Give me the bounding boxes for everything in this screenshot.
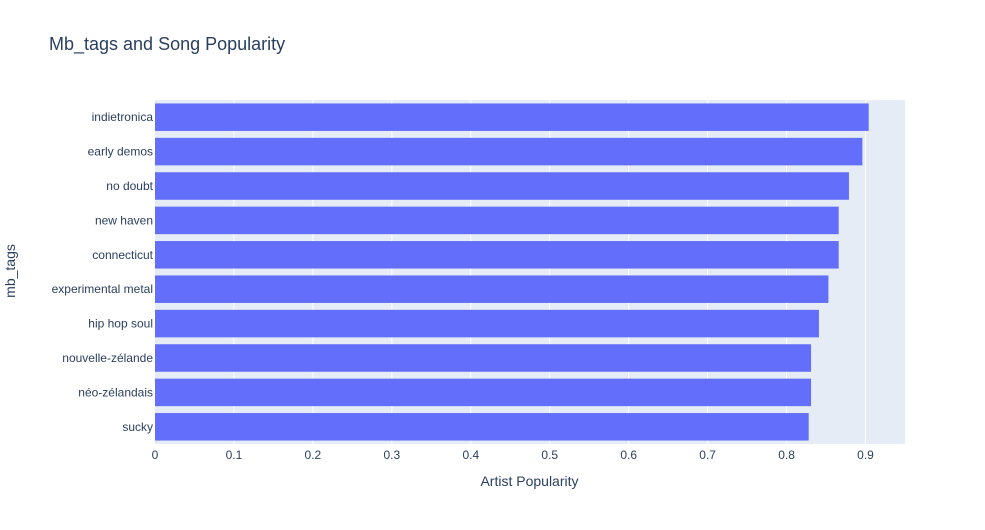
bar-experimental-metal[interactable] xyxy=(155,275,829,303)
y-tick-label: no doubt xyxy=(106,179,153,193)
y-axis-ticks: indietronica early demos no doubt new haven… xyxy=(52,110,154,434)
y-tick-label: hip hop soul xyxy=(88,317,153,331)
x-tick-label: 0.1 xyxy=(226,448,243,462)
y-tick-label: indietronica xyxy=(92,110,154,124)
y-tick-label: connecticut xyxy=(92,248,153,262)
bar-connecticut[interactable] xyxy=(155,241,839,269)
bar-nouvelle-zélande[interactable] xyxy=(155,344,812,372)
x-tick-label: 0.9 xyxy=(857,448,874,462)
bar-néo-zélandais[interactable] xyxy=(155,378,812,407)
bar-early-demos[interactable] xyxy=(155,137,863,166)
bar-sucky[interactable] xyxy=(155,413,809,441)
x-tick-label: 0.4 xyxy=(462,448,479,462)
y-tick-label: sucky xyxy=(122,420,153,434)
x-tick-label: 0.6 xyxy=(620,448,637,462)
y-axis-title: mb_tags xyxy=(2,244,18,298)
y-tick-label: new haven xyxy=(95,213,153,227)
bar-hip-hop-soul[interactable] xyxy=(155,309,819,338)
x-tick-label: 0.5 xyxy=(541,448,558,462)
y-tick-label: nouvelle-zélande xyxy=(62,351,153,365)
y-tick-label: néo-zélandais xyxy=(78,385,153,399)
x-tick-label: 0 xyxy=(152,448,159,462)
chart-title: Mb_tags and Song Popularity xyxy=(49,34,285,55)
x-tick-label: 0.2 xyxy=(305,448,322,462)
x-tick-label: 0.3 xyxy=(383,448,400,462)
y-tick-label: experimental metal xyxy=(52,282,153,296)
bar-no-doubt[interactable] xyxy=(155,172,849,200)
bar-indietronica[interactable] xyxy=(155,103,869,131)
x-tick-label: 0.7 xyxy=(699,448,716,462)
x-axis-ticks: 0 0.1 0.2 0.3 0.4 0.5 0.6 0.7 0.8 0.9 xyxy=(152,448,875,462)
bars xyxy=(155,103,869,441)
x-tick-label: 0.8 xyxy=(778,448,795,462)
y-tick-label: early demos xyxy=(88,145,153,159)
x-axis-title: Artist Popularity xyxy=(480,473,578,489)
bar-new-haven[interactable] xyxy=(155,206,839,235)
